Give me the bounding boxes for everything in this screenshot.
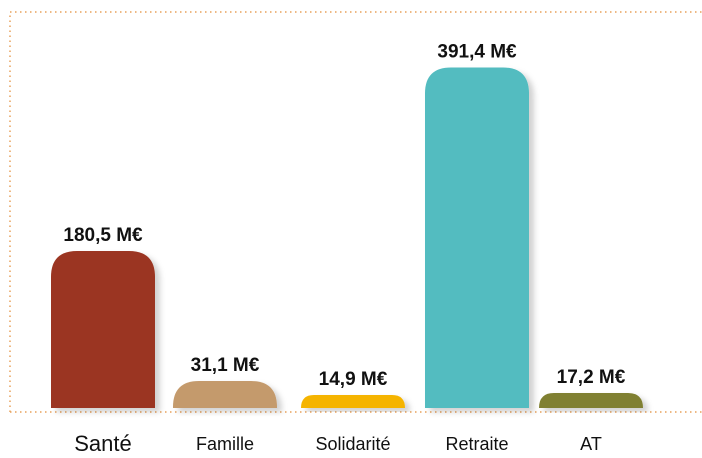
category-label: Retraite	[445, 434, 508, 454]
category-label: Famille	[196, 434, 254, 454]
bar	[539, 393, 643, 408]
bar	[173, 380, 277, 408]
value-label: 17,2 M€	[557, 367, 626, 388]
value-label: 391,4 M€	[437, 41, 517, 62]
value-label: 180,5 M€	[63, 225, 143, 246]
value-label: 31,1 M€	[191, 355, 260, 376]
category-label: Santé	[74, 431, 132, 456]
bar	[51, 250, 155, 408]
bar	[301, 395, 405, 408]
frame	[9, 11, 702, 413]
bar	[425, 67, 529, 409]
category-label: AT	[580, 434, 602, 454]
value-label: 14,9 M€	[319, 369, 388, 390]
category-label: Solidarité	[315, 434, 390, 454]
